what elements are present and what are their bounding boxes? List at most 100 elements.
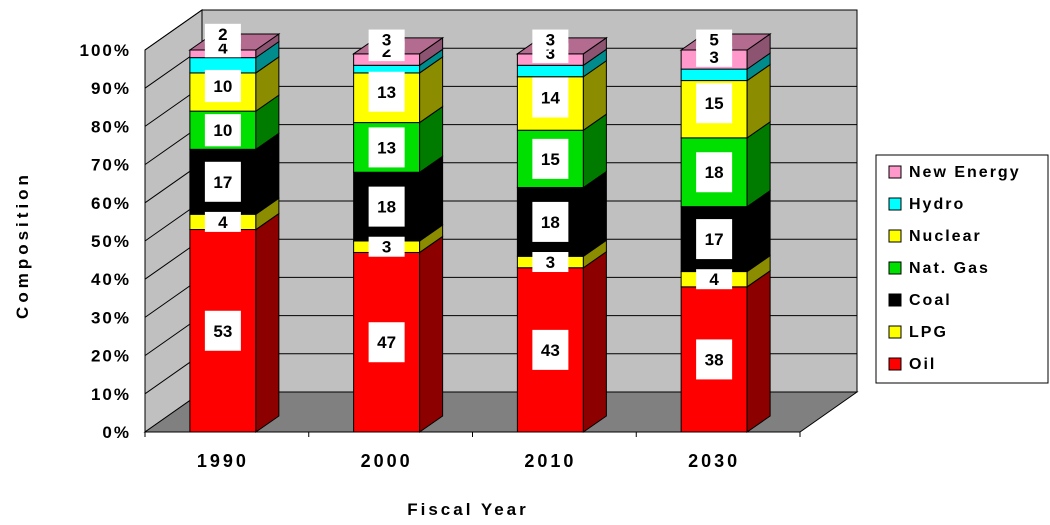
- data-label: 15: [541, 150, 560, 169]
- data-label: 13: [377, 83, 396, 102]
- legend-label: New Energy: [909, 164, 1021, 181]
- x-tick-label: 2000: [361, 451, 413, 471]
- data-label-box: [532, 201, 569, 242]
- legend-item: Nuclear: [888, 228, 982, 245]
- x-tick-labels: 1990 2000 2010 2030: [144, 431, 801, 471]
- data-label-box: [368, 186, 405, 227]
- legend-item: Oil: [888, 356, 936, 373]
- data-label: 3: [546, 31, 555, 50]
- legend-label: Nuclear: [909, 228, 982, 245]
- data-label: 18: [705, 163, 724, 182]
- legend-swatch: [888, 197, 902, 211]
- bar-segment-side: [419, 235, 444, 433]
- data-label: 38: [705, 350, 724, 369]
- legend-swatch: [888, 165, 902, 179]
- data-label-box: [532, 138, 569, 179]
- data-label: 10: [213, 121, 232, 140]
- data-label-box: [368, 322, 405, 363]
- legend-item: LPG: [888, 324, 948, 341]
- data-label-box: [696, 152, 733, 193]
- legend-swatch: [888, 261, 902, 275]
- y-tick-label: 10%: [91, 385, 131, 404]
- data-label-box: [368, 236, 405, 257]
- x-tick-label: 2030: [688, 451, 740, 471]
- gridline: [144, 9, 857, 51]
- data-label: 3: [709, 48, 718, 67]
- data-label: 15: [705, 94, 724, 113]
- y-tick-labels: 0% 10% 20% 30% 40% 50% 60% 70% 80% 90% 100%: [80, 41, 131, 442]
- data-label: 4: [218, 38, 228, 57]
- legend-swatch: [888, 325, 902, 339]
- data-label: 3: [546, 253, 555, 272]
- legend-label: Coal: [909, 292, 952, 309]
- data-label-box: [696, 269, 733, 290]
- legend-label: Oil: [909, 356, 936, 373]
- data-label: 3: [546, 44, 555, 63]
- data-label-box: [368, 127, 405, 168]
- data-label-box: [204, 161, 241, 202]
- data-label: 17: [213, 173, 232, 192]
- data-label: 17: [705, 230, 724, 249]
- x-tick-label: 2010: [524, 451, 576, 471]
- x-tick-label: 1990: [197, 451, 249, 471]
- legend-item: New Energy: [888, 164, 1021, 181]
- data-label-box: [204, 69, 241, 103]
- data-label: 4: [218, 213, 228, 232]
- data-label: 10: [213, 77, 232, 96]
- bar-segment: [516, 64, 584, 78]
- bar-segment: [680, 68, 748, 82]
- y-tick-label: 20%: [91, 347, 131, 366]
- data-label-box: [696, 83, 733, 124]
- legend-label: Nat. Gas: [909, 260, 990, 277]
- legend-box: [875, 154, 1049, 384]
- data-label-box: [532, 29, 569, 50]
- y-tick-label: 70%: [91, 156, 131, 175]
- data-label: 53: [213, 322, 232, 341]
- legend-item: Coal: [888, 292, 952, 309]
- legend-label: LPG: [909, 324, 948, 341]
- bar-segment-side: [255, 212, 280, 433]
- legend-item: Hydro: [888, 196, 965, 213]
- data-label-box: [204, 114, 241, 147]
- data-label: 18: [377, 198, 396, 217]
- data-label: 14: [541, 88, 560, 107]
- data-label-box: [204, 211, 241, 232]
- y-tick-label: 30%: [91, 308, 131, 327]
- data-label-box: [204, 23, 241, 44]
- bar-segment-side: [746, 269, 771, 433]
- data-label: 47: [377, 333, 396, 352]
- x-axis-label: Fiscal Year: [407, 500, 529, 519]
- legend-swatch: [888, 229, 902, 243]
- legend-swatch: [888, 357, 902, 371]
- data-label-box: [204, 310, 241, 351]
- bar-segment-side: [582, 250, 607, 433]
- data-label-box: [532, 77, 569, 118]
- y-tick-label: 60%: [91, 194, 131, 213]
- y-tick-label: 90%: [91, 79, 131, 98]
- data-label-box: [696, 219, 733, 260]
- y-tick-label: 100%: [80, 41, 131, 60]
- legend: New Energy Hydro Nuclear Nat. Gas Coal LPG Oil: [875, 154, 1049, 384]
- bar-stack-2030: 38 4 17 18 15 35: [679, 29, 772, 433]
- data-label: 5: [709, 31, 718, 50]
- y-tick-label: 80%: [91, 117, 131, 136]
- data-label: 2: [218, 25, 227, 44]
- legend-item: Nat. Gas: [888, 260, 990, 277]
- data-label: 2: [382, 42, 391, 61]
- data-label: 18: [541, 213, 560, 232]
- data-label-box: [696, 339, 733, 380]
- data-label-box: [696, 29, 733, 50]
- y-tick-label: 50%: [91, 232, 131, 251]
- data-label: 3: [382, 31, 391, 50]
- data-label-box: [532, 252, 569, 273]
- data-label: 13: [377, 138, 396, 157]
- y-tick-label: 0%: [102, 423, 131, 442]
- legend-label: Hydro: [909, 196, 965, 213]
- y-axis-label: Composition: [13, 171, 32, 319]
- data-label-box: [696, 46, 733, 67]
- data-label: 43: [541, 341, 560, 360]
- y-tick-label: 40%: [91, 270, 131, 289]
